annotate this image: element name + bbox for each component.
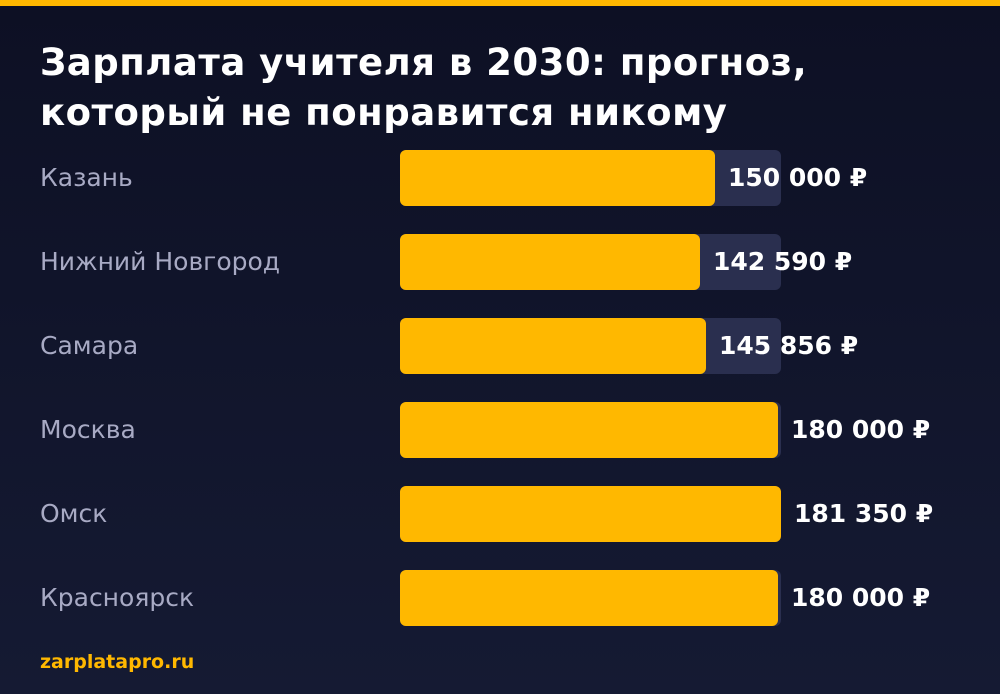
value-label: 180 000 ₽ — [791, 583, 931, 612]
accent-top-bar — [0, 0, 1000, 6]
bar-row: Самара 145 856 ₽ — [0, 318, 1000, 374]
category-label: Красноярск — [40, 583, 195, 612]
bar-row: Казань 150 000 ₽ — [0, 150, 1000, 206]
value-label: 145 856 ₽ — [719, 331, 859, 360]
bar — [400, 234, 700, 290]
bar — [400, 150, 715, 206]
bar-row: Нижний Новгород 142 590 ₽ — [0, 234, 1000, 290]
chart-title: Зарплата учителя в 2030: прогноз, которы… — [40, 38, 980, 138]
value-label: 150 000 ₽ — [728, 163, 868, 192]
category-label: Самара — [40, 331, 139, 360]
value-label: 180 000 ₽ — [791, 415, 931, 444]
brand-logo-text: zarplatapro.ru — [40, 651, 195, 673]
value-label: 181 350 ₽ — [794, 499, 934, 528]
category-label: Казань — [40, 163, 133, 192]
bar — [400, 318, 706, 374]
bar-track — [400, 570, 781, 626]
bar — [400, 402, 778, 458]
bar-track — [400, 150, 781, 206]
bar-row: Омск 181 350 ₽ — [0, 486, 1000, 542]
bar-track — [400, 318, 781, 374]
value-label: 142 590 ₽ — [713, 247, 853, 276]
bar-row: Москва 180 000 ₽ — [0, 402, 1000, 458]
chart-title-line-1: Зарплата учителя в 2030: прогноз, — [40, 41, 808, 84]
category-label: Нижний Новгород — [40, 247, 281, 276]
chart-title-line-2: который не понравится никому — [40, 91, 728, 134]
category-label: Москва — [40, 415, 136, 444]
category-label: Омск — [40, 499, 108, 528]
bar — [400, 486, 781, 542]
bar-row: Красноярск 180 000 ₽ — [0, 570, 1000, 626]
bar-track — [400, 234, 781, 290]
bar — [400, 570, 778, 626]
bar-track — [400, 486, 781, 542]
bar-track — [400, 402, 781, 458]
